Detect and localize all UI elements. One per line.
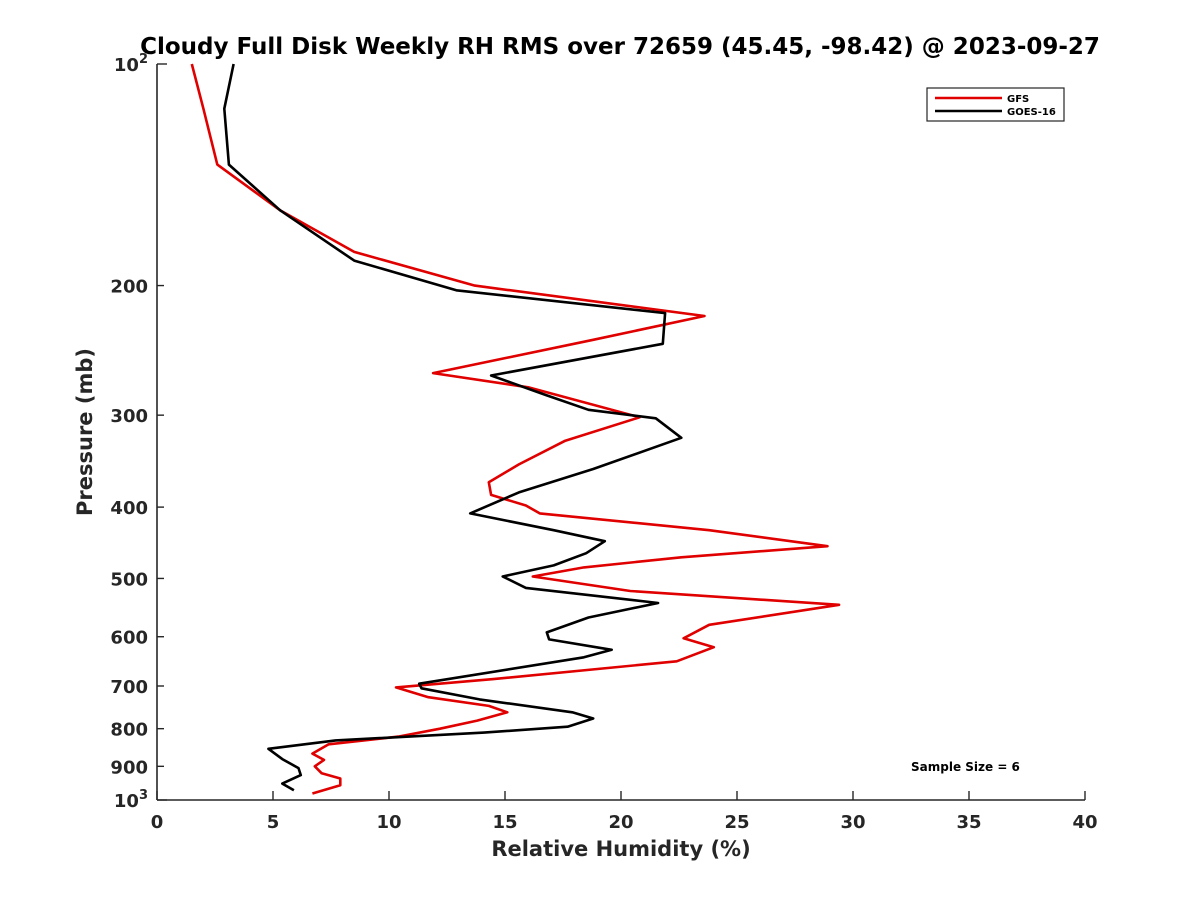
y-tick-label: 900 xyxy=(110,757,148,778)
x-tick-label: 20 xyxy=(608,812,633,833)
x-ticks: 0 5 10 15 20 25 30 35 40 xyxy=(151,791,1098,833)
y-tick-label: 103 xyxy=(114,788,148,812)
series-line-gfs xyxy=(190,63,841,795)
y-tick-label: 200 xyxy=(110,277,148,298)
x-tick-label: 0 xyxy=(151,812,164,833)
y-tick-label: 800 xyxy=(110,720,148,741)
x-tick-label: 5 xyxy=(267,812,280,833)
sample-size-annotation: Sample Size = 6 xyxy=(911,760,1020,774)
y-tick-label: 400 xyxy=(110,498,148,519)
x-tick-label: 15 xyxy=(492,812,517,833)
legend-box xyxy=(926,87,1065,122)
y-tick-label: 700 xyxy=(110,677,148,698)
legend-label-gfs: GFS xyxy=(1007,94,1029,105)
x-axis-label: Relative Humidity (%) xyxy=(491,837,750,861)
y-ticks: 102 200 300 400 500 600 700 800 900 103 xyxy=(110,52,167,812)
y-axis-label: Pressure (mb) xyxy=(73,348,97,516)
y-tick-label: 500 xyxy=(110,569,148,590)
y-tick-label: 102 xyxy=(114,52,148,76)
plot-lines xyxy=(190,63,841,795)
x-tick-label: 35 xyxy=(956,812,981,833)
x-tick-label: 30 xyxy=(840,812,865,833)
y-tick-label: 600 xyxy=(110,628,148,649)
series-line-goes16 xyxy=(223,63,683,792)
chart-title: Cloudy Full Disk Weekly RH RMS over 7265… xyxy=(140,34,1100,60)
x-tick-label: 40 xyxy=(1072,812,1097,833)
x-tick-label: 25 xyxy=(724,812,749,833)
legend: GFS GOES-16 xyxy=(926,87,1065,122)
x-tick-label: 10 xyxy=(376,812,401,833)
legend-label-goes16: GOES-16 xyxy=(1007,107,1056,118)
y-tick-label: 300 xyxy=(110,406,148,427)
